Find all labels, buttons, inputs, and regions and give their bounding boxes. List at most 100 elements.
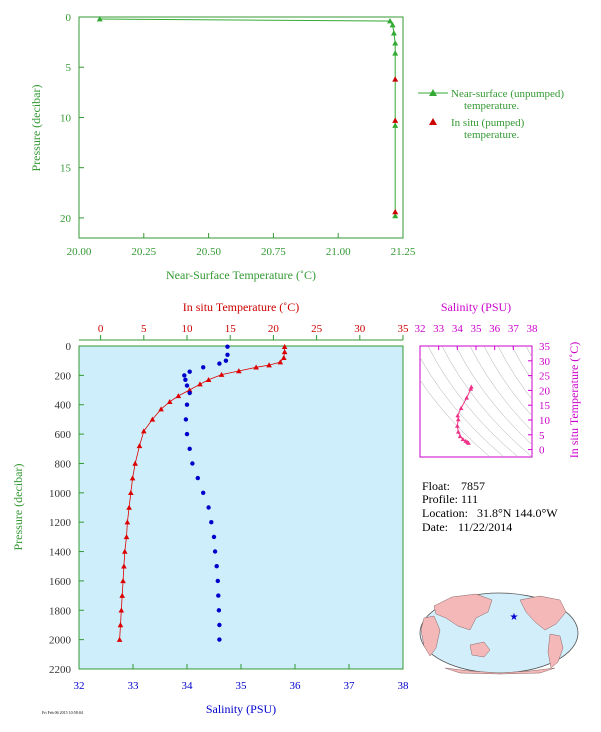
float-location-star-icon: ★	[510, 612, 519, 623]
near-surface-point	[392, 50, 399, 56]
pressure-tick-label: 2000	[49, 635, 72, 647]
temperature-profile-point	[121, 563, 127, 569]
float-info: Float: 7857 Profile: 111 Location: 31.8°…	[422, 479, 558, 534]
near-surface-y-tick-label: 15	[60, 163, 72, 175]
temperature-profile-point	[121, 548, 128, 554]
ts-density-contours	[420, 346, 532, 457]
salinity-profile-point	[190, 461, 195, 466]
temperature-profile-series	[116, 343, 288, 642]
temperature-tick-label: 30	[354, 323, 366, 335]
salinity-profile-point	[187, 446, 192, 451]
date-label: Date:	[422, 520, 448, 534]
density-contour	[483, 346, 532, 417]
pressure-tick-label: 1200	[49, 517, 72, 529]
temperature-profile-point	[266, 362, 272, 368]
ts-point	[457, 433, 463, 439]
ts-salinity-ticks: 32 33 34 35 36 37 38	[415, 323, 538, 350]
profile-salinity-ticks: 32 33 34 35 36 37 38	[74, 664, 410, 692]
salinity-profile-point	[212, 549, 218, 554]
density-contour	[420, 379, 491, 457]
pressure-tick-label: 2200	[49, 664, 72, 676]
profile-value: 111	[461, 492, 478, 506]
temperature-profile-point	[124, 519, 131, 525]
near-surface-x-tick-label: 20.00	[67, 246, 92, 258]
salinity-profile-point	[206, 505, 211, 510]
salinity-tick-label: 38	[398, 680, 410, 692]
salinity-profile-point	[187, 369, 192, 374]
temperature-profile-point	[128, 490, 134, 496]
map-land-asia	[433, 593, 493, 631]
near-surface-point	[390, 30, 397, 36]
temperature-profile-point	[236, 368, 242, 374]
legend-label-near-surface-line2: temperature.	[464, 100, 520, 112]
pressure-tick-label: 1800	[49, 605, 72, 617]
temperature-profile-point	[281, 343, 288, 349]
salinity-profile-point	[187, 390, 192, 396]
density-contour	[511, 346, 532, 381]
temperature-tick-label: 35	[398, 323, 410, 335]
ts-salinity-tick-label: 36	[489, 323, 501, 335]
temperature-profile-point	[129, 475, 136, 481]
salinity-tick-label: 36	[290, 680, 302, 692]
salinity-tick-label: 33	[128, 680, 140, 692]
float-value: 7857	[461, 479, 485, 493]
salinity-profile-point	[214, 564, 219, 569]
near-surface-legend: Near-surface (unpumped) temperature. In …	[418, 88, 564, 141]
salinity-profile-point	[182, 373, 187, 378]
salinity-profile-point	[225, 344, 230, 349]
profile-panel: In situ Temperature (˚C) 0 5 10 15 20 25 30 35 …	[11, 300, 409, 716]
temperature-profile-point	[277, 359, 284, 365]
near-surface-panel: 20.00 20.25 20.50 20.75 21.00 21.25 05101520 …	[29, 12, 564, 282]
pressure-tick-label: 1400	[49, 547, 72, 559]
ts-point	[455, 423, 460, 428]
temperature-profile-point	[136, 443, 143, 449]
map-land-north-america	[519, 595, 567, 631]
in-situ-point	[392, 208, 399, 215]
salinity-profile-point	[211, 534, 217, 540]
near-surface-y-ticks: 0 5 10 15 20	[60, 12, 84, 225]
ts-point	[460, 436, 466, 442]
near-surface-y-tick-label: 10	[60, 112, 72, 124]
near-surface-point	[392, 40, 399, 46]
temperature-profile-point	[132, 460, 138, 466]
near-surface-x-tick-label: 21.25	[391, 246, 416, 258]
legend-label-in-situ-line2: temperature.	[464, 129, 520, 141]
temperature-profile-point	[280, 354, 287, 360]
legend-label-near-surface-line1: Near-surface (unpumped)	[451, 88, 564, 100]
ts-salinity-tick-label: 35	[471, 323, 483, 335]
ts-temperature-tick-label: 35	[539, 341, 551, 353]
temperature-profile-point	[175, 393, 182, 399]
pressure-tick-label: 600	[55, 429, 72, 441]
temperature-tick-label: 0	[98, 323, 104, 335]
temperature-profile-point	[141, 428, 147, 434]
profile-salinity-axis-label: Salinity (PSU)	[206, 702, 276, 716]
ts-temperature-tick-label: 10	[539, 415, 551, 427]
legend-marker-near-surface	[429, 89, 437, 96]
date-value: 11/22/2014	[458, 520, 512, 534]
legend-label-in-situ-line1: In situ (pumped)	[451, 117, 525, 129]
footer-tag: Fri Feb 06 2015 10:58:04	[42, 710, 83, 715]
temperature-profile-point	[205, 376, 212, 383]
ts-temperature-tick-label: 0	[539, 445, 545, 457]
salinity-profile-point	[223, 358, 229, 363]
ts-temperature-tick-label: 20	[539, 385, 551, 397]
density-contour	[525, 346, 532, 358]
ts-point	[464, 395, 469, 400]
temperature-profile-point	[117, 622, 124, 628]
ts-series	[455, 384, 474, 445]
ts-salinity-tick-label: 32	[415, 323, 426, 335]
temperature-profile-point	[253, 364, 259, 370]
near-surface-series	[96, 16, 399, 219]
temperature-profile-point	[197, 381, 203, 387]
near-surface-y-tick-label: 5	[66, 62, 72, 74]
temperature-tick-label: 20	[268, 323, 280, 335]
salinity-profile-series	[182, 344, 230, 642]
salinity-profile-point	[225, 352, 230, 357]
near-surface-y-axis-label: Pressure (decibar)	[29, 85, 43, 172]
temperature-profile-point	[126, 504, 132, 510]
temperature-profile-point	[118, 607, 125, 613]
map-land-africa	[420, 615, 441, 657]
temperature-profile-point	[158, 406, 164, 412]
salinity-tick-label: 37	[344, 680, 356, 692]
